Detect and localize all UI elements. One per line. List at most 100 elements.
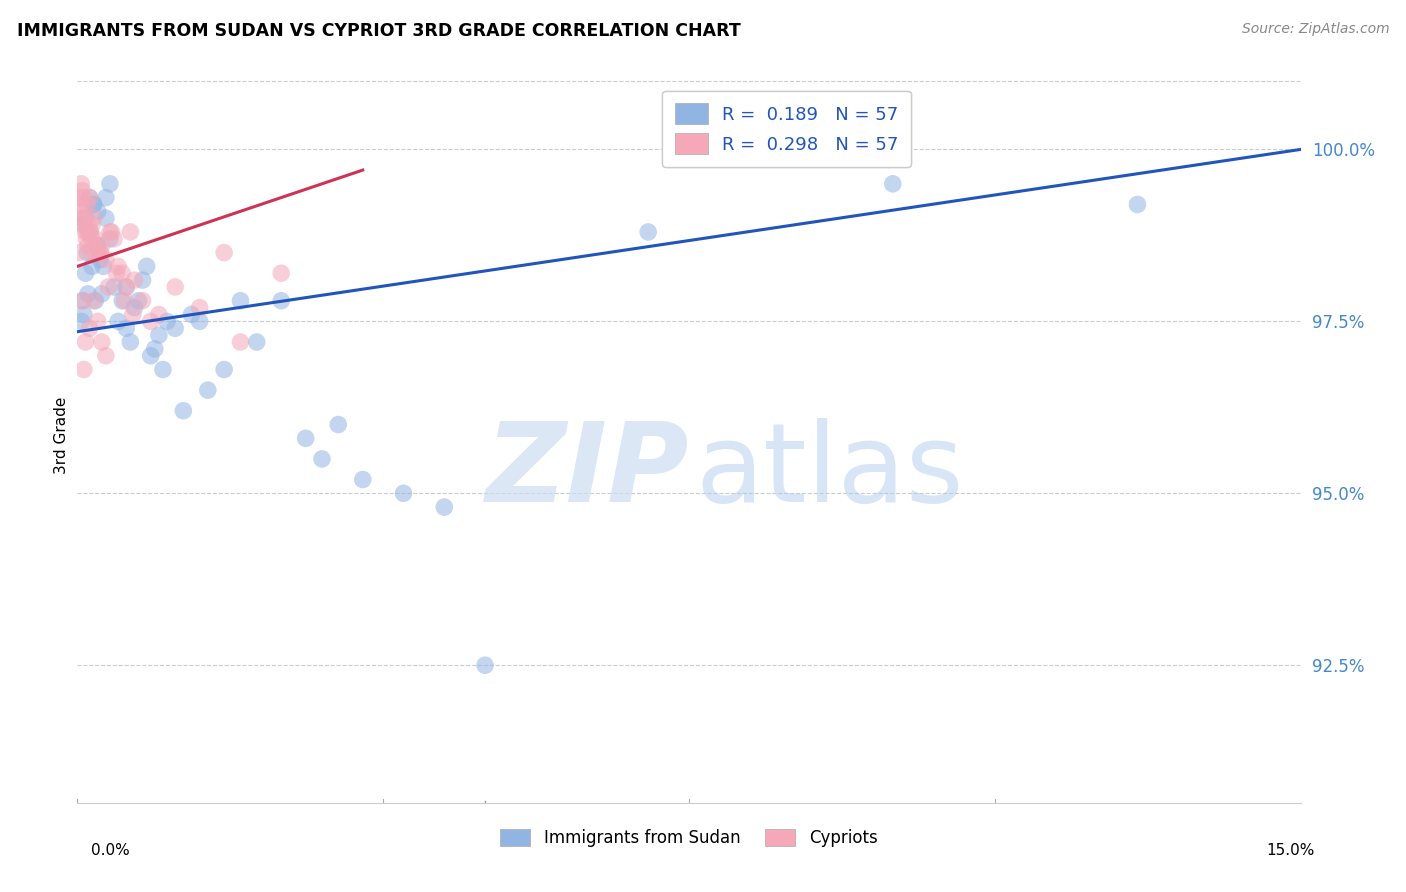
Point [73,218,96,232]
Point [103,280,125,294]
Point [98,225,121,239]
Point [197,383,219,397]
Point [1126,197,1149,211]
Point [148,328,170,343]
Point [115,280,138,294]
Point [87,204,110,219]
Point [148,308,170,322]
Point [98,177,121,191]
Point [882,177,904,191]
Point [70,177,93,191]
Point [433,500,456,514]
Point [188,314,211,328]
Point [80,218,103,232]
Point [127,293,149,308]
Point [94,252,117,267]
Point [131,273,153,287]
Point [124,301,146,315]
Point [70,293,93,308]
Point [294,431,316,445]
Point [212,362,235,376]
Text: IMMIGRANTS FROM SUDAN VS CYPRIOT 3RD GRADE CORRELATION CHART: IMMIGRANTS FROM SUDAN VS CYPRIOT 3RD GRA… [17,22,741,40]
Point [69,197,91,211]
Point [75,266,97,280]
Point [89,252,111,267]
Point [143,342,166,356]
Point [77,238,100,252]
Point [115,280,138,294]
Point [120,334,142,349]
Point [80,232,103,246]
Point [121,308,143,322]
Text: 0.0%: 0.0% [91,843,131,858]
Point [392,486,415,500]
Point [229,293,252,308]
Point [79,190,101,204]
Point [94,190,117,204]
Point [105,266,128,280]
Point [83,197,105,211]
Point [139,314,162,328]
Point [70,314,93,328]
Point [111,266,134,280]
Y-axis label: 3rd Grade: 3rd Grade [53,396,69,474]
Point [79,225,101,239]
Point [124,273,146,287]
Point [94,211,117,226]
Text: atlas: atlas [695,418,963,525]
Point [79,225,101,239]
Point [76,225,98,239]
Point [89,245,111,260]
Point [90,286,112,301]
Point [87,238,110,252]
Point [152,362,174,376]
Point [165,321,187,335]
Point [115,321,138,335]
Point [73,362,96,376]
Text: ZIP: ZIP [485,418,689,525]
Point [188,301,211,315]
Point [90,334,112,349]
Point [83,197,105,211]
Point [83,211,105,226]
Point [77,218,100,232]
Point [93,260,115,274]
Point [131,293,153,308]
Text: 15.0%: 15.0% [1267,843,1315,858]
Point [75,225,97,239]
Point [94,349,117,363]
Point [84,293,107,308]
Point [77,286,100,301]
Point [120,225,142,239]
Point [70,184,93,198]
Point [229,334,252,349]
Point [76,197,98,211]
Point [69,190,91,204]
Point [98,232,121,246]
Point [87,238,110,252]
Point [474,658,496,673]
Point [111,293,134,308]
Point [90,238,112,252]
Point [246,334,269,349]
Point [70,211,93,226]
Point [75,232,97,246]
Point [75,211,97,226]
Point [139,349,162,363]
Point [270,266,292,280]
Point [180,308,202,322]
Point [76,245,98,260]
Point [114,293,136,308]
Point [156,314,179,328]
Point [212,245,235,260]
Point [79,321,101,335]
Point [97,280,120,294]
Point [311,451,333,466]
Point [89,245,111,260]
Point [135,260,157,274]
Legend: R =  0.189   N = 57, R =  0.298   N = 57: R = 0.189 N = 57, R = 0.298 N = 57 [662,91,911,167]
Point [72,190,94,204]
Point [79,190,101,204]
Point [165,280,187,294]
Point [75,334,97,349]
